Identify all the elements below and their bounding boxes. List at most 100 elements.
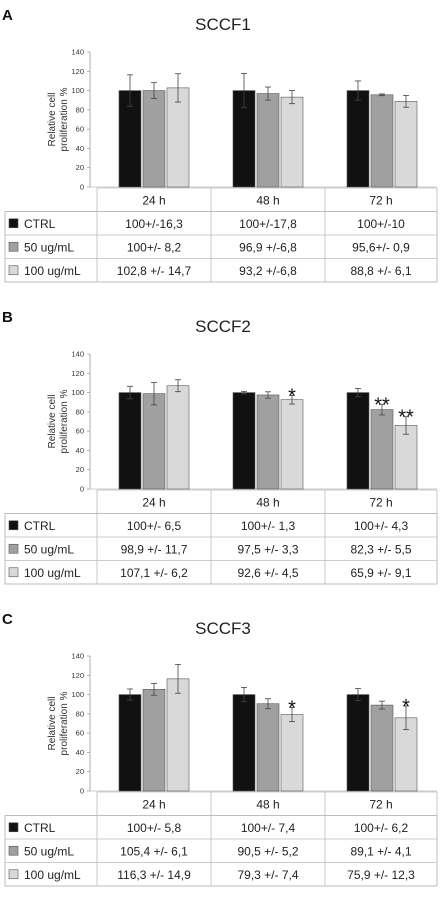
y-tick-label: 80 xyxy=(76,709,84,718)
y-axis-label-line: Relative cell xyxy=(47,395,58,449)
bar xyxy=(346,392,370,490)
legend-label: CTRL xyxy=(24,821,56,835)
bar xyxy=(280,399,304,490)
bar xyxy=(232,694,256,792)
data-label: 92,6 +/- 4,5 xyxy=(237,566,298,580)
data-label: 100+/- 8,2 xyxy=(127,240,182,254)
y-tick-label: 0 xyxy=(80,485,84,494)
legend-label: 50 ug/mL xyxy=(24,542,74,556)
legend-swatch xyxy=(8,845,19,856)
x-tick-label: 72 h xyxy=(369,193,392,207)
legend-label: 100 ug/mL xyxy=(24,868,81,882)
bar xyxy=(166,678,190,792)
y-tick-label: 140 xyxy=(71,48,84,57)
data-label: 100+/- 6,2 xyxy=(354,821,409,835)
y-tick-label: 0 xyxy=(80,183,84,192)
legend-swatch xyxy=(8,567,19,578)
significance-mark: ** xyxy=(398,407,414,429)
y-tick-label: 60 xyxy=(76,427,84,436)
legend-label: 50 ug/mL xyxy=(24,240,74,254)
bar xyxy=(280,96,304,188)
data-label: 95,6+/- 0,9 xyxy=(352,240,410,254)
y-axis-label-line: proliferation % xyxy=(59,691,70,755)
data-label: 96,9 +/-6,8 xyxy=(239,240,297,254)
bar xyxy=(232,392,256,490)
data-label: 88,8 +/- 6,1 xyxy=(350,264,411,278)
data-label: 100+/- 1,3 xyxy=(241,519,296,533)
y-tick-label: 140 xyxy=(71,350,84,359)
panel-letter: C xyxy=(2,611,13,628)
data-label: 82,3 +/- 5,5 xyxy=(350,542,411,556)
chart-title: SCCF1 xyxy=(195,15,251,34)
data-label: 102,8 +/- 14,7 xyxy=(117,264,192,278)
legend-swatch xyxy=(8,869,19,880)
bar xyxy=(370,704,394,792)
data-label: 93,2 +/-6,8 xyxy=(239,264,297,278)
legend-swatch xyxy=(8,265,19,276)
bar xyxy=(166,87,190,188)
y-axis-label: Relative cellproliferation % xyxy=(47,389,70,453)
bar xyxy=(394,101,418,188)
y-tick-label: 120 xyxy=(71,369,84,378)
y-tick-label: 100 xyxy=(71,690,84,699)
legend-label: 100 ug/mL xyxy=(24,264,81,278)
legend-label: 100 ug/mL xyxy=(24,566,81,580)
y-tick-label: 60 xyxy=(76,729,84,738)
bar xyxy=(142,689,166,792)
y-tick-label: 60 xyxy=(76,125,84,134)
y-tick-label: 20 xyxy=(76,767,84,776)
y-tick-label: 40 xyxy=(76,748,84,757)
data-label: 75,9 +/- 12,3 xyxy=(347,868,415,882)
significance-mark: * xyxy=(288,697,296,719)
legend-swatch xyxy=(8,241,19,252)
chart-title: SCCF2 xyxy=(195,317,251,336)
significance-mark: ** xyxy=(374,394,390,416)
panel-a: A SCCF1 Relative cellproliferation % 0 20 40 6… xyxy=(2,7,438,283)
legend-label: CTRL xyxy=(24,217,56,231)
x-tick-label: 24 h xyxy=(142,495,165,509)
data-label: 116,3 +/- 14,9 xyxy=(117,868,191,882)
y-tick-label: 0 xyxy=(80,787,84,796)
data-label: 98,9 +/- 11,7 xyxy=(121,542,188,556)
bar xyxy=(118,694,142,792)
bar xyxy=(346,694,370,792)
data-label: 65,9 +/- 9,1 xyxy=(350,566,411,580)
bar xyxy=(370,409,394,490)
bar xyxy=(394,425,418,490)
y-tick-label: 20 xyxy=(76,465,84,474)
x-tick-label: 24 h xyxy=(142,193,165,207)
y-tick-label: 120 xyxy=(71,67,84,76)
data-label: 100+/-10 xyxy=(357,217,405,231)
y-tick-label: 100 xyxy=(71,86,84,95)
x-tick-label: 72 h xyxy=(369,797,392,811)
bar xyxy=(256,703,280,792)
y-tick-label: 40 xyxy=(76,144,84,153)
significance-mark: * xyxy=(288,385,296,407)
bar xyxy=(280,714,304,792)
data-label: 100+/- 6,5 xyxy=(127,519,182,533)
y-tick-label: 20 xyxy=(76,163,84,172)
y-axis-label-line: proliferation % xyxy=(59,87,70,151)
bar xyxy=(142,90,166,188)
panel-letter: B xyxy=(2,309,13,326)
panel-b: B SCCF2 Relative cellproliferation % 0 20 40 6… xyxy=(2,309,438,585)
x-tick-label: 48 h xyxy=(256,193,279,207)
panel-c: C SCCF3 Relative cellproliferation % 0 20 40 6… xyxy=(2,611,438,887)
legend-swatch xyxy=(8,543,19,554)
panel-letter: A xyxy=(2,7,13,24)
data-label: 79,3 +/- 7,4 xyxy=(237,868,298,882)
data-label: 89,1 +/- 4,1 xyxy=(350,844,411,858)
legend-swatch xyxy=(8,822,19,833)
bar xyxy=(256,394,280,490)
y-tick-label: 80 xyxy=(76,105,84,114)
data-label: 107,1 +/- 6,2 xyxy=(120,566,188,580)
y-tick-label: 120 xyxy=(71,671,84,680)
legend-swatch xyxy=(8,520,19,531)
significance-mark: * xyxy=(402,696,410,718)
legend-label: 50 ug/mL xyxy=(24,844,74,858)
data-label: 105,4 +/- 6,1 xyxy=(120,844,188,858)
bar xyxy=(370,94,394,188)
data-label: 100+/-16,3 xyxy=(125,217,183,231)
data-label: 100+/- 4,3 xyxy=(354,519,409,533)
